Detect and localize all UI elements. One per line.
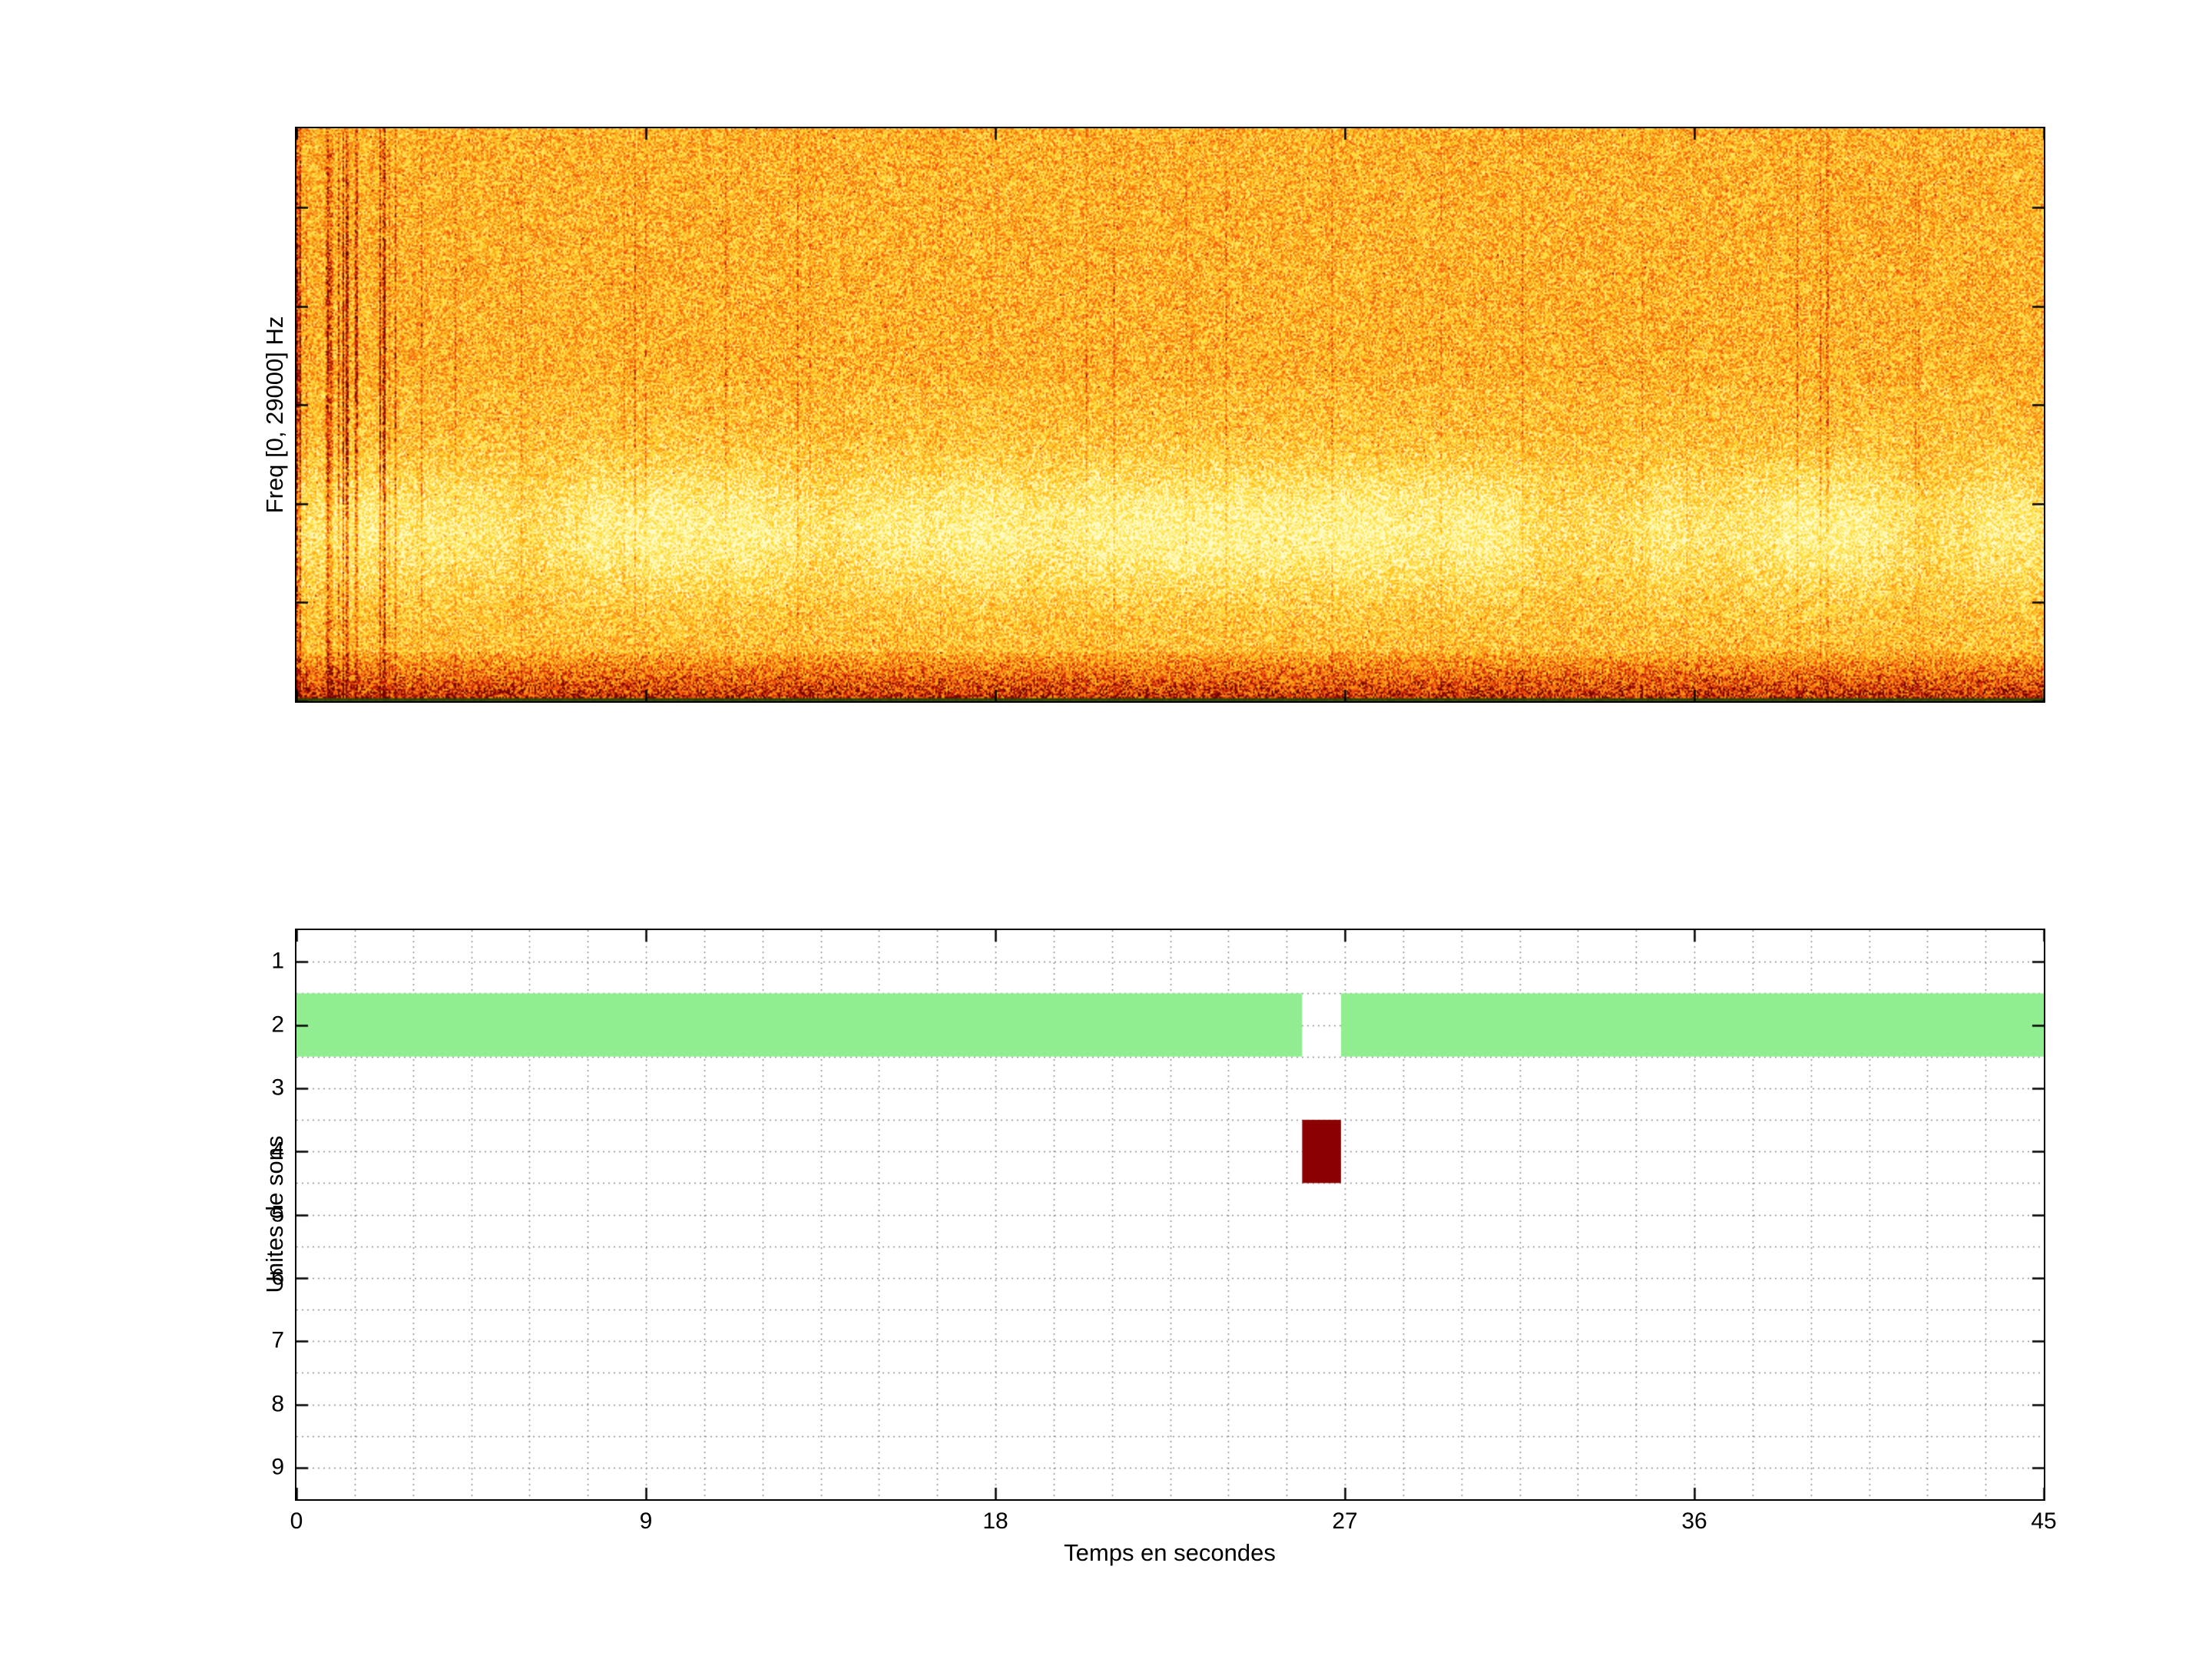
detections-image: [296, 930, 2044, 1499]
x-tick-label-0: 0: [290, 1508, 303, 1534]
x-tick-label-9: 9: [639, 1508, 653, 1534]
detections-x-axis-label: Temps en secondes: [1064, 1539, 1276, 1566]
x-tick-label-27: 27: [1332, 1508, 1358, 1534]
x-tick-label-45: 45: [2031, 1508, 2057, 1534]
y-tick-label-7: 7: [271, 1327, 284, 1353]
y-tick-label-3: 3: [271, 1075, 284, 1101]
y-tick-label-6: 6: [271, 1264, 284, 1290]
y-tick-label-8: 8: [271, 1390, 284, 1416]
y-tick-label-4: 4: [271, 1137, 284, 1164]
x-tick-label-18: 18: [982, 1508, 1008, 1534]
y-tick-label-1: 1: [271, 948, 284, 974]
x-tick-label-36: 36: [1681, 1508, 1707, 1534]
spectrogram-y-axis-label: Freq [0, 29000] Hz: [261, 316, 288, 514]
detections-plot: [295, 929, 2045, 1501]
y-tick-label-5: 5: [271, 1200, 284, 1227]
spectrogram-plot: [295, 127, 2045, 703]
spectrogram-axis-ticks: [296, 128, 2044, 701]
y-tick-label-9: 9: [271, 1454, 284, 1480]
y-tick-label-2: 2: [271, 1011, 284, 1037]
